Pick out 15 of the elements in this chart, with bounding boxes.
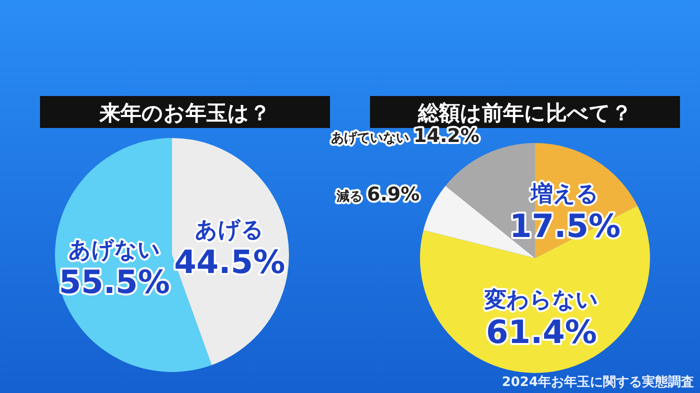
slice-label: あげない <box>68 238 160 264</box>
text: 2024年お年玉に関する実態調査 <box>502 374 694 390</box>
data-label: 44.5% <box>174 242 286 281</box>
slice-label: あげる <box>195 218 264 243</box>
slice-label: 減る <box>335 190 367 205</box>
slice-label: あげていない <box>330 130 414 146</box>
data-label: 61.4% <box>486 313 597 352</box>
data-label: 17.5% <box>510 206 621 245</box>
data-label: 55.5% <box>58 263 170 302</box>
slice-label: 増える <box>530 180 600 207</box>
data-label: 6.9% <box>366 184 420 206</box>
chart-title: 総額は前年に比べて？ <box>417 101 632 125</box>
data-label: 14.2% <box>414 124 480 147</box>
chart-title: 来年のお年玉は？ <box>98 101 270 125</box>
slice-label: 変わらない <box>483 287 598 314</box>
